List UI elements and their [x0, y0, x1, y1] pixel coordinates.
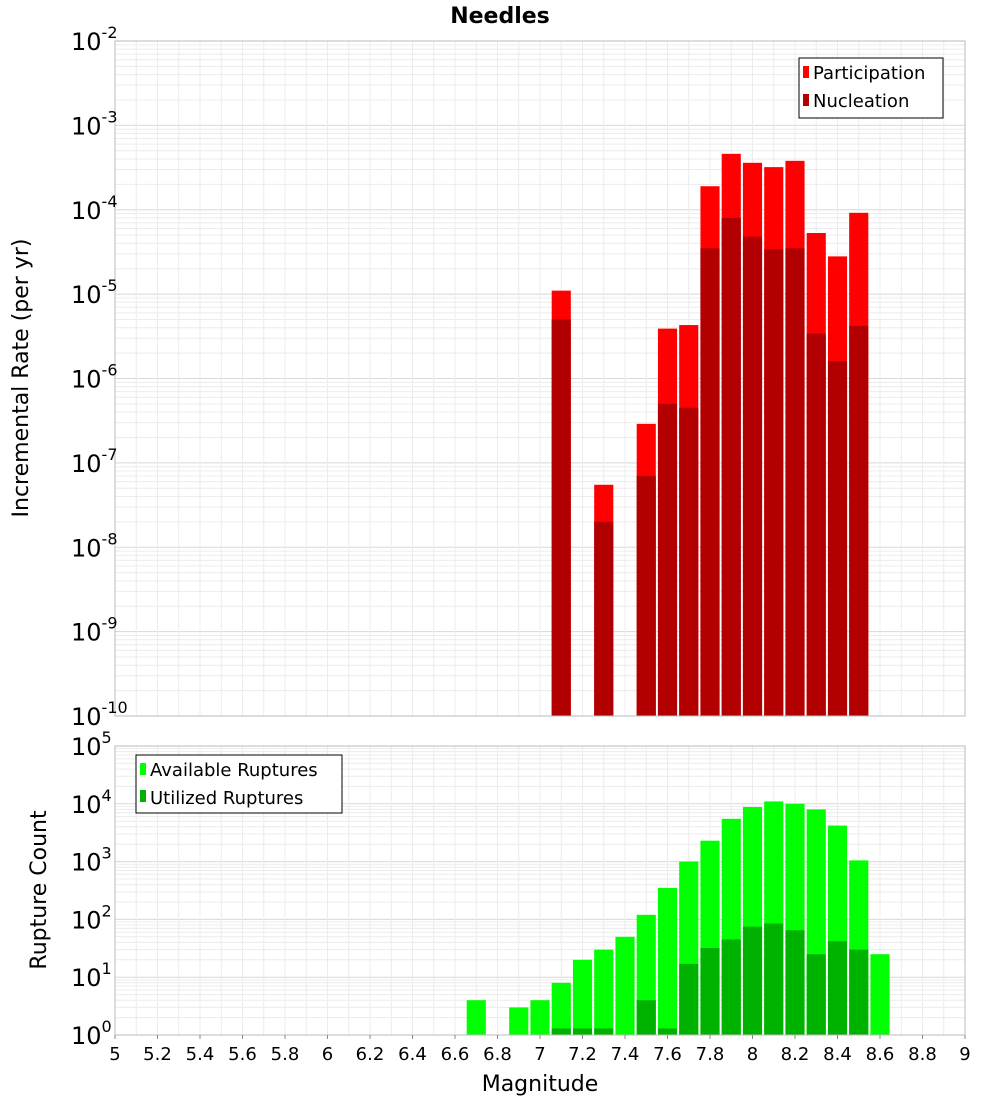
- bar-utilized-ruptures: [551, 1028, 571, 1035]
- top-legend: Participation Nucleation: [798, 57, 944, 119]
- x-tick-label: 7.4: [611, 1044, 640, 1065]
- bar-nucleation: [636, 475, 656, 716]
- bar-available-ruptures: [551, 982, 571, 1035]
- y-tick-label: 10-5: [71, 276, 118, 309]
- legend-label-nucleation: Nucleation: [813, 91, 909, 112]
- y-tick-label: 100: [71, 1017, 112, 1050]
- x-tick-label: 6.6: [441, 1044, 470, 1065]
- chart-title: Needles: [450, 4, 550, 29]
- bar-utilized-ruptures: [742, 926, 763, 1035]
- bar-available-ruptures: [530, 1000, 550, 1035]
- bar-utilized-ruptures: [636, 1000, 656, 1035]
- bar-utilized-ruptures: [849, 949, 869, 1035]
- bottom-panel: 100 101 102 103 104 105 5 5.2 5.4 5.6 5.8 6 6.2 6.4 6…: [27, 728, 971, 1097]
- bar-nucleation: [594, 521, 614, 716]
- bar-utilized-ruptures: [785, 930, 805, 1035]
- x-tick-label: 5.2: [143, 1044, 172, 1065]
- y-tick-label: 10-8: [71, 529, 118, 562]
- legend-label-participation: Participation: [813, 63, 925, 84]
- y-tick-label: 10-9: [71, 614, 118, 647]
- bar-nucleation: [764, 249, 784, 716]
- bottom-y-ticks: 100 101 102 103 104 105: [71, 728, 112, 1050]
- bar-nucleation: [721, 217, 741, 716]
- x-tick-label: 7: [534, 1044, 545, 1065]
- bar-nucleation: [742, 236, 763, 716]
- bar-available-ruptures: [870, 954, 890, 1035]
- x-tick-label: 6.2: [356, 1044, 385, 1065]
- x-tick-label: 5.6: [228, 1044, 257, 1065]
- bar-nucleation: [827, 361, 848, 716]
- top-y-axis-title: Incremental Rate (per yr): [9, 239, 34, 518]
- y-tick-label: 10-7: [71, 445, 118, 478]
- x-tick-label: 8: [747, 1044, 758, 1065]
- bar-utilized-ruptures: [827, 941, 848, 1035]
- x-tick-label: 7.2: [568, 1044, 597, 1065]
- x-tick-label: 8.2: [781, 1044, 810, 1065]
- bottom-legend-box: [135, 754, 343, 814]
- bar-available-ruptures: [572, 959, 593, 1035]
- bar-nucleation: [700, 248, 720, 717]
- y-tick-label: 103: [71, 844, 112, 877]
- legend-swatch-nucleation: [803, 94, 809, 106]
- bar-utilized-ruptures: [700, 948, 720, 1035]
- bar-available-ruptures: [509, 1007, 529, 1035]
- bar-utilized-ruptures: [594, 1028, 614, 1035]
- bar-available-ruptures: [594, 949, 614, 1035]
- legend-label-available: Available Ruptures: [150, 760, 318, 781]
- bottom-bars: [466, 801, 890, 1035]
- bar-nucleation: [849, 325, 869, 716]
- x-tick-label: 8.6: [866, 1044, 895, 1065]
- y-tick-label: 105: [71, 728, 112, 761]
- x-tick-label: 5: [109, 1044, 120, 1065]
- bar-utilized-ruptures: [764, 923, 784, 1035]
- y-tick-label: 10-3: [71, 107, 118, 140]
- bar-nucleation: [806, 333, 826, 716]
- top-y-ticks: 10-10 10-9 10-8 10-7 10-6 10-5 10-4 10-3 10-2: [71, 23, 128, 731]
- x-tick-label: 5.8: [271, 1044, 300, 1065]
- legend-swatch-participation: [803, 66, 809, 78]
- x-tick-label: 6.4: [398, 1044, 427, 1065]
- legend-label-utilized: Utilized Ruptures: [150, 788, 303, 809]
- x-tick-label: 6.8: [483, 1044, 512, 1065]
- x-axis-title: Magnitude: [482, 1072, 599, 1097]
- legend-swatch-available: [140, 763, 146, 775]
- x-tick-label: 7.8: [696, 1044, 725, 1065]
- bottom-y-axis-title: Rupture Count: [27, 810, 52, 970]
- y-tick-label: 101: [71, 959, 112, 992]
- x-tick-label: 9: [959, 1044, 970, 1065]
- x-tick-label: 8.8: [908, 1044, 937, 1065]
- bar-utilized-ruptures: [657, 1028, 678, 1035]
- bar-available-ruptures: [466, 1000, 486, 1035]
- top-plot-border: [114, 40, 966, 717]
- x-tick-label: 6: [322, 1044, 333, 1065]
- top-bars: [551, 153, 869, 717]
- y-tick-label: 10-2: [71, 23, 118, 56]
- bar-nucleation: [657, 403, 678, 716]
- bar-nucleation: [785, 248, 805, 717]
- bar-utilized-ruptures: [572, 1028, 593, 1035]
- x-tick-label: 8.4: [823, 1044, 852, 1065]
- bar-utilized-ruptures: [806, 954, 826, 1035]
- top-panel: 10-10 10-9 10-8 10-7 10-6 10-5 10-4 10-3 10-2 In…: [9, 23, 966, 731]
- legend-swatch-utilized: [140, 790, 146, 802]
- bar-available-ruptures: [657, 887, 678, 1035]
- x-tick-label: 5.4: [186, 1044, 215, 1065]
- y-tick-label: 10-6: [71, 361, 118, 394]
- bar-utilized-ruptures: [679, 963, 699, 1035]
- bar-utilized-ruptures: [721, 939, 741, 1035]
- y-tick-label: 104: [71, 786, 112, 819]
- y-tick-label: 102: [71, 901, 112, 934]
- bar-nucleation: [551, 319, 571, 716]
- x-axis-ticks: 5 5.2 5.4 5.6 5.8 6 6.2 6.4 6.6 6.8 7 7.2 7.4 7.6 7.8 8…: [109, 1035, 971, 1065]
- bar-available-ruptures: [615, 936, 635, 1035]
- x-tick-label: 7.6: [653, 1044, 682, 1065]
- top-legend-box: [798, 57, 944, 119]
- bar-nucleation: [679, 407, 699, 716]
- y-tick-label: 10-10: [71, 698, 128, 731]
- bottom-legend: Available Ruptures Utilized Ruptures: [135, 754, 343, 814]
- y-tick-label: 10-4: [71, 192, 118, 225]
